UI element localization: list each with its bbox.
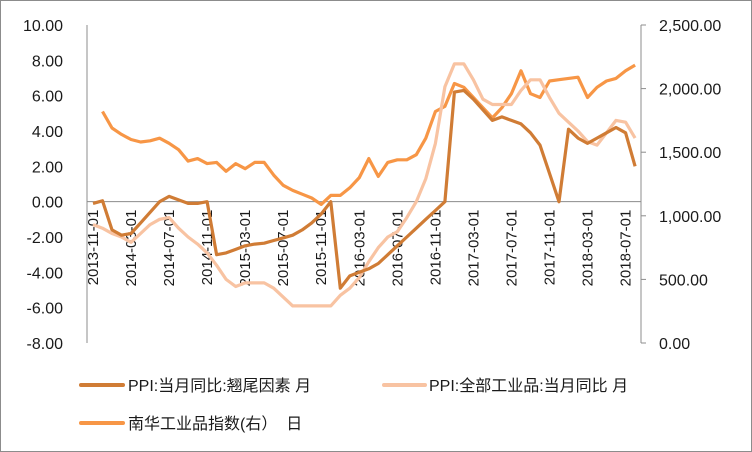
left-axis-tick-label: 4.00 bbox=[32, 124, 63, 141]
series-line-nanhua bbox=[101, 63, 636, 206]
left-axis-tick-label: -4.00 bbox=[27, 265, 64, 282]
legend-label-nanhua: 南华工业品指数(右） 日 bbox=[128, 415, 302, 433]
x-axis-tick-label: 2015-03-01 bbox=[237, 210, 254, 287]
axes: 10.00 8.00 6.00 4.00 2.00 0.00 -2.00 -4.00 -6.00… bbox=[23, 18, 721, 353]
x-axis-tick-label: 2013-11-01 bbox=[85, 210, 102, 286]
left-axis-tick-label: -8.00 bbox=[27, 336, 64, 353]
right-axis-tick-label: 2,500.00 bbox=[659, 18, 721, 35]
x-axis-tick-label: 2014-07-01 bbox=[161, 210, 178, 287]
legend-label-ppi-tail: PPI:当月同比:翘尾因素 月 bbox=[128, 377, 311, 395]
x-axis-tick-label: 2015-07-01 bbox=[275, 210, 292, 287]
x-axis-tick-label: 2018-03-01 bbox=[580, 210, 597, 287]
series-lines bbox=[92, 62, 637, 308]
left-axis-tick-label: -2.00 bbox=[27, 230, 64, 247]
right-axis-tick-label: 1,500.00 bbox=[659, 145, 721, 162]
left-axis-tick-label: -6.00 bbox=[27, 301, 64, 318]
right-axis-tick-label: 2,000.00 bbox=[659, 82, 721, 99]
x-axis-tick-label: 2014-03-01 bbox=[123, 210, 140, 287]
x-axis-tick-label: 2018-07-01 bbox=[618, 210, 635, 287]
legend-label-ppi-all: PPI:全部工业品:当月同比 月 bbox=[429, 377, 628, 395]
left-axis-tick-label: 8.00 bbox=[32, 53, 63, 70]
x-axis-tick-label: 2017-07-01 bbox=[503, 210, 520, 287]
right-axis-tick-label: 1,000.00 bbox=[659, 209, 721, 226]
legend: PPI:当月同比:翘尾因素 月 PPI:全部工业品:当月同比 月 南华工业品指数… bbox=[79, 377, 628, 433]
x-axis-tick-label: 2016-11-01 bbox=[427, 210, 444, 286]
left-axis-tick-label: 6.00 bbox=[32, 89, 63, 106]
right-axis-tick-label: 0.00 bbox=[659, 336, 690, 353]
series-line-ppi-tail bbox=[92, 88, 637, 290]
left-axis-tick-label: 10.00 bbox=[23, 18, 63, 35]
x-axis-tick-label: 2017-11-01 bbox=[541, 210, 558, 286]
right-axis-tick-label: 500.00 bbox=[659, 272, 708, 289]
left-axis-tick-label: 2.00 bbox=[32, 159, 63, 176]
x-axis-tick-label: 2015-11-01 bbox=[313, 210, 330, 286]
left-axis-tick-label: 0.00 bbox=[32, 195, 63, 212]
x-axis-tick-label: 2017-03-01 bbox=[465, 210, 482, 287]
x-axis-tick-label: 2016-07-01 bbox=[389, 210, 406, 287]
